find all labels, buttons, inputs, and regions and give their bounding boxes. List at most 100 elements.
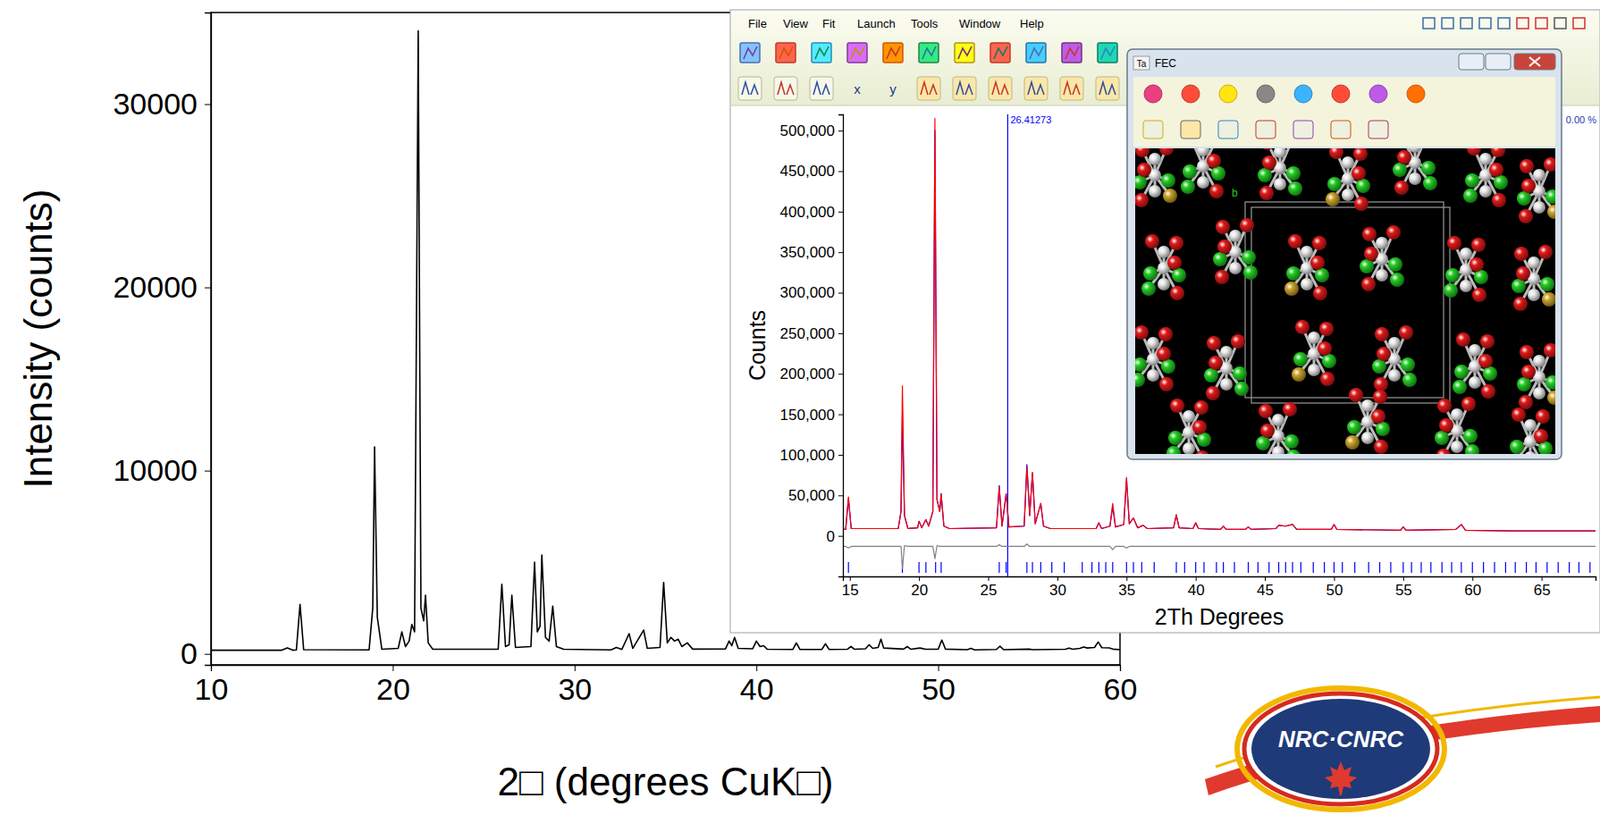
tick: 30 <box>1049 576 1067 599</box>
toolbar-icon[interactable] <box>988 76 1012 101</box>
tick-mark <box>988 576 990 582</box>
toolbar-icon[interactable] <box>952 76 977 101</box>
window-button[interactable] <box>1554 17 1567 29</box>
reflection-tick <box>925 562 927 573</box>
tick-mark <box>838 495 843 497</box>
toolbar-icon-glyph <box>779 46 793 59</box>
reflection-tick <box>1482 562 1484 573</box>
tool-icon[interactable] <box>1180 120 1201 139</box>
tool-icon[interactable] <box>1368 120 1389 139</box>
tick-label: 400,000 <box>780 203 835 221</box>
window-button[interactable] <box>1460 17 1473 29</box>
tool-icon[interactable] <box>1255 120 1276 139</box>
tool-icon[interactable] <box>1218 120 1238 139</box>
tool-icon[interactable] <box>1256 84 1275 103</box>
menu-item[interactable]: File <box>748 16 767 31</box>
tool-icon[interactable] <box>1181 84 1200 103</box>
tool-icon[interactable] <box>1330 120 1351 139</box>
atom <box>1195 450 1210 455</box>
toolbar-icon[interactable] <box>917 76 941 101</box>
tool-icon[interactable] <box>1293 120 1314 139</box>
toolbar-icon-glyph <box>1099 82 1116 95</box>
tool-icon[interactable] <box>1294 84 1313 103</box>
atom <box>1547 390 1556 405</box>
toolbar-label[interactable]: x <box>853 81 861 97</box>
toolbar-icon[interactable] <box>775 42 796 63</box>
reflection-tick <box>1098 562 1100 573</box>
window-button[interactable] <box>1573 17 1585 29</box>
atom <box>1521 178 1536 194</box>
atom <box>1515 266 1531 281</box>
tick-label: 65 <box>1533 581 1551 599</box>
toolbar-icon[interactable] <box>1026 42 1046 63</box>
menu-item[interactable]: View <box>783 16 809 31</box>
tool-icon[interactable] <box>1143 120 1163 139</box>
tick-label: 30000 <box>112 86 198 121</box>
atom <box>1255 436 1271 451</box>
atom <box>1341 188 1355 202</box>
menu-item[interactable]: Launch <box>857 16 896 31</box>
atom <box>1234 381 1249 396</box>
tool-icon[interactable] <box>1406 84 1425 103</box>
tool-icon[interactable] <box>1144 84 1163 103</box>
toolbar-icon[interactable] <box>738 76 762 101</box>
toolbar-icon[interactable] <box>883 42 903 63</box>
menu-item[interactable]: Window <box>959 16 1002 31</box>
atom <box>1465 444 1480 455</box>
subwindow-button[interactable] <box>1485 53 1511 70</box>
tool-icon[interactable] <box>1219 84 1238 103</box>
toolbar-label[interactable]: y <box>889 81 897 97</box>
toolbar-icon[interactable] <box>1095 76 1120 101</box>
tick: 50,000 <box>788 487 843 505</box>
menu-item[interactable]: Help <box>1019 16 1045 31</box>
y-axis-title: Counts <box>744 310 770 381</box>
toolbar-icon[interactable] <box>847 42 868 63</box>
reflection-tick <box>934 562 936 573</box>
window-button[interactable] <box>1516 17 1529 29</box>
toolbar-icon[interactable] <box>1024 76 1048 101</box>
toolbar-icon[interactable] <box>1097 42 1118 63</box>
tick-label: 0 <box>180 636 198 671</box>
atom <box>1511 407 1526 422</box>
tool-icon[interactable] <box>1331 84 1350 103</box>
reflection-tick <box>1222 562 1224 573</box>
atom <box>1353 148 1368 161</box>
menu-item[interactable]: Fit <box>822 16 836 31</box>
subwindow-button[interactable] <box>1514 53 1556 70</box>
toolbar-icon[interactable] <box>1061 42 1082 63</box>
toolbar-icon[interactable] <box>774 76 798 101</box>
tick: 200,000 <box>780 365 843 383</box>
toolbar-icon-glyph <box>813 82 830 95</box>
atom <box>1262 155 1277 170</box>
toolbar-icon[interactable] <box>809 76 834 101</box>
tick: 300,000 <box>780 284 843 302</box>
window-button[interactable] <box>1441 17 1454 29</box>
atom <box>1375 269 1389 282</box>
window-button[interactable] <box>1479 17 1491 29</box>
atom <box>1364 246 1379 262</box>
toolbar-icon[interactable] <box>990 42 1011 63</box>
tool-icon[interactable] <box>1369 84 1388 103</box>
atom <box>1443 283 1458 298</box>
toolbar-icon[interactable] <box>740 42 760 63</box>
toolbar-icon[interactable] <box>954 42 975 63</box>
tick: 10000 <box>112 453 211 488</box>
unit-cell <box>1245 202 1444 398</box>
atom <box>1212 252 1228 267</box>
toolbar-icon[interactable] <box>918 42 939 63</box>
atom <box>1141 281 1156 296</box>
window-button[interactable] <box>1423 17 1435 29</box>
atom <box>1162 188 1178 203</box>
window-button[interactable] <box>1535 17 1548 29</box>
subwindow-button[interactable] <box>1458 53 1484 70</box>
atom <box>1196 432 1212 447</box>
atom <box>1540 277 1555 292</box>
tick-label: 55 <box>1395 581 1413 599</box>
menu-item[interactable]: Tools <box>910 16 939 31</box>
atom <box>1229 261 1242 275</box>
data-line <box>842 118 1596 532</box>
atom <box>1482 366 1498 381</box>
toolbar-icon[interactable] <box>1060 76 1084 101</box>
window-button[interactable] <box>1498 17 1510 29</box>
toolbar-icon[interactable] <box>811 42 832 63</box>
